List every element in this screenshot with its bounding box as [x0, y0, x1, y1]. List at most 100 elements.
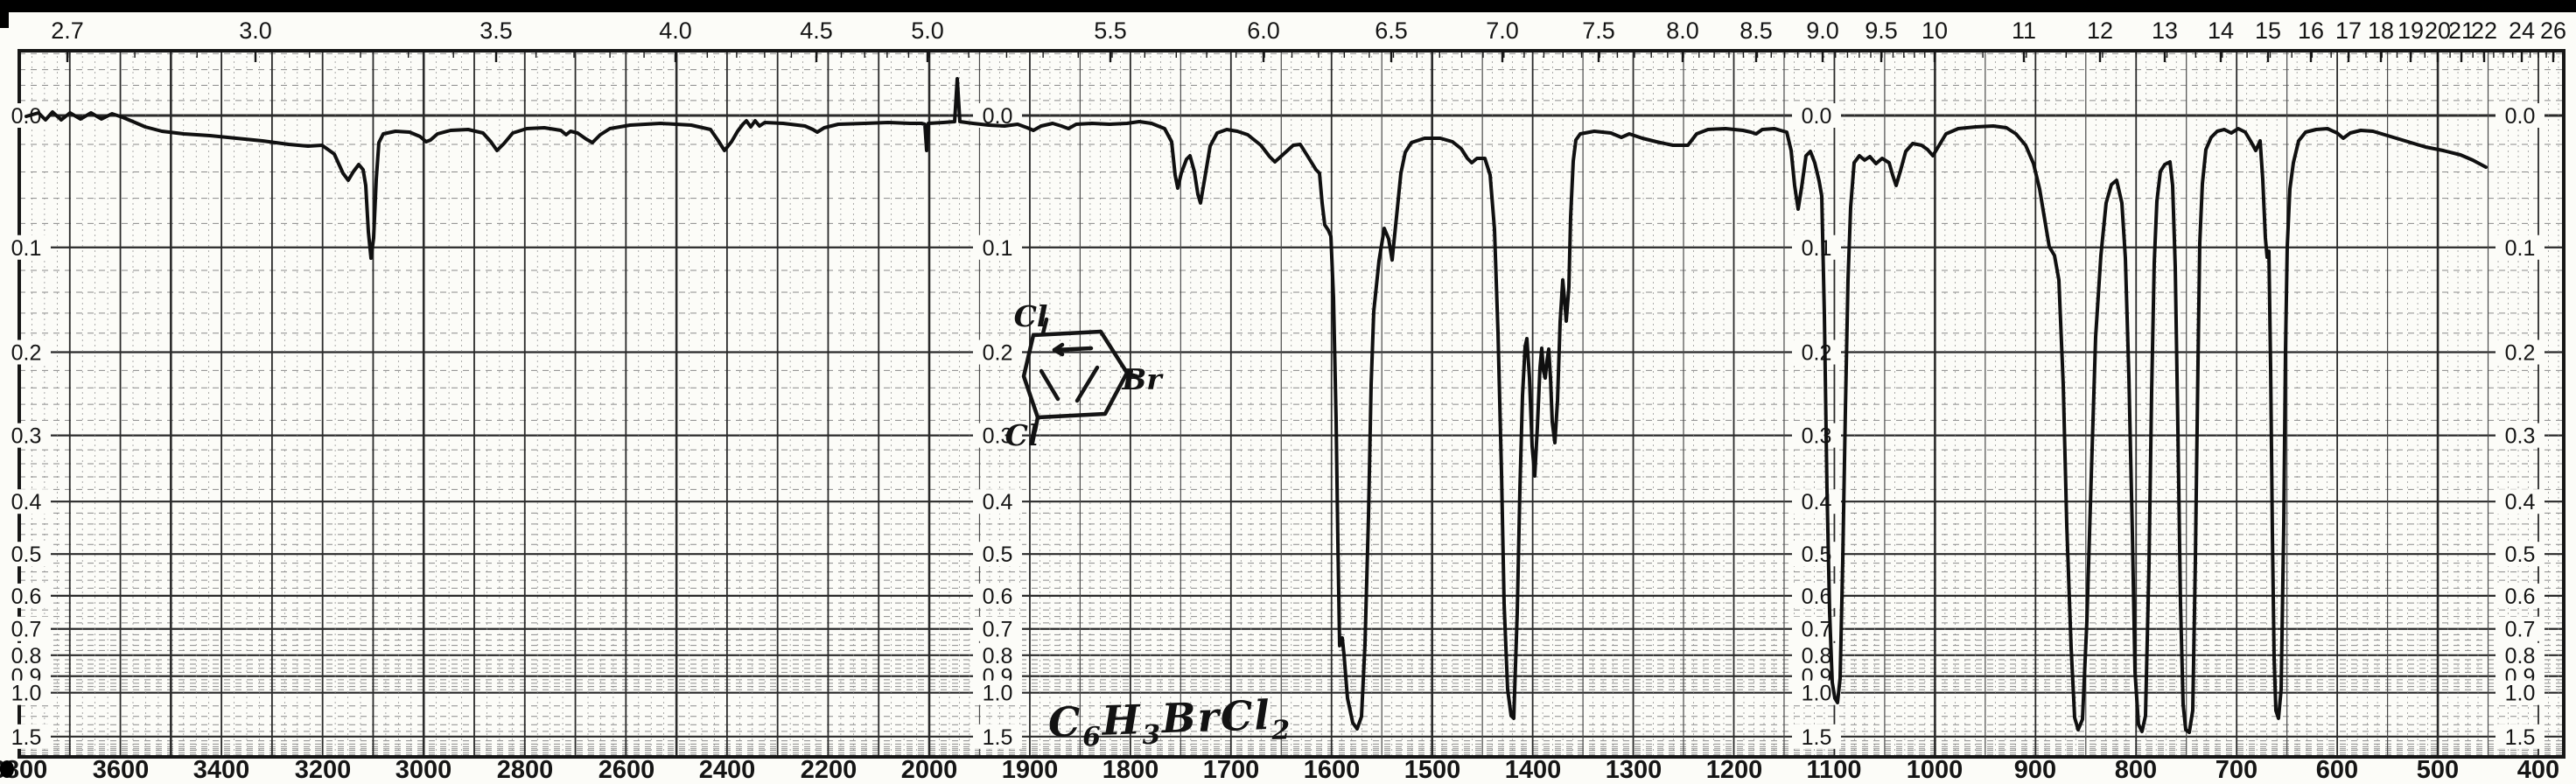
y-axis-label-mask	[973, 340, 1022, 365]
x-axis-top-label: 7.5	[1582, 18, 1615, 44]
y-axis-label-mask	[1792, 724, 1841, 749]
y-axis-label-mask	[2, 616, 51, 641]
y-axis-label-col4: 0.4	[2505, 490, 2536, 514]
x-axis-bottom-label: 3000	[396, 756, 452, 784]
x-axis-bottom-label: 600	[2316, 756, 2358, 784]
y-axis-label-col2: 1.0	[983, 682, 1013, 706]
y-axis-label-col4: 0.5	[2505, 542, 2536, 567]
y-axis-label-col4: 0.7	[2505, 618, 2536, 642]
x-axis-bottom-label: 800	[2115, 756, 2157, 784]
y-axis-label-mask	[1792, 234, 1841, 260]
formula-subscript: 6	[1082, 721, 1103, 753]
x-axis-bottom-label: 2600	[598, 756, 655, 784]
benzene-ring	[1021, 329, 1130, 420]
y-axis-label-mask	[2, 423, 51, 448]
x-axis-bottom-label: 2800	[497, 756, 554, 784]
y-axis-label-col2: 0.6	[983, 584, 1013, 609]
scan-corner-artifact	[0, 0, 9, 28]
x-axis-bottom-label: 1900	[1002, 756, 1059, 784]
y-axis-label-mask	[973, 642, 1022, 668]
x-axis-top-label: 16	[2298, 18, 2324, 44]
x-axis-top-label: 10	[1922, 18, 1948, 44]
y-axis-label-mask	[973, 542, 1022, 567]
y-axis-label-mask	[1792, 583, 1841, 608]
formula-subscript: 2	[1270, 715, 1292, 746]
y-axis-label-col4: 1.5	[2505, 725, 2536, 750]
x-axis-top-label: 4.5	[800, 18, 833, 44]
y-axis-label-mask	[973, 489, 1022, 514]
substituent-label: Br	[1121, 362, 1164, 396]
y-axis-label-col2: 0.5	[983, 542, 1013, 567]
y-axis-label-col2: 0.1	[983, 236, 1013, 261]
y-axis-label-mask	[2496, 724, 2544, 749]
y-axis-label-mask	[2, 583, 51, 608]
spectrum-trace	[24, 77, 2488, 734]
x-axis-top-label: 5.0	[911, 18, 944, 44]
y-axis-label-mask	[973, 583, 1022, 608]
scan-ink-blob	[0, 760, 14, 778]
y-axis-label-col1: 0.2	[11, 341, 42, 366]
x-axis-bottom-label: 700	[2216, 756, 2258, 784]
y-axis-label-mask	[1792, 103, 1841, 128]
y-axis-label-mask	[2, 642, 51, 668]
y-axis-label-col1: 0.1	[11, 236, 42, 261]
y-axis-label-col1: 0.7	[11, 618, 42, 642]
substituent-label: Cl	[1005, 418, 1040, 452]
x-axis-top-label: 6.0	[1247, 18, 1280, 44]
ring-inner-arrow	[1052, 346, 1094, 353]
y-axis-label-mask	[2, 234, 51, 260]
x-axis-bottom-label: 3600	[93, 756, 150, 784]
x-axis-bottom-label: 900	[2014, 756, 2056, 784]
y-axis-label-mask	[2496, 542, 2544, 567]
x-axis-bottom-label: 2200	[801, 756, 858, 784]
y-axis-label-col1: 1.0	[11, 682, 42, 706]
y-axis-label-mask	[2496, 103, 2544, 128]
x-axis-top-label: 18	[2368, 18, 2394, 44]
y-axis-label-mask	[2496, 616, 2544, 641]
formula-subscript: 3	[1141, 719, 1163, 752]
x-axis-top-label: 5.5	[1094, 18, 1127, 44]
x-axis-top-label: 8.0	[1666, 18, 1699, 44]
x-axis-top-label: 26	[2540, 18, 2566, 44]
y-axis-label-col1: 0.3	[11, 424, 42, 449]
y-axis-label-mask	[973, 616, 1022, 641]
y-axis-label-col3: 1.5	[1802, 725, 1832, 750]
y-axis-label-mask	[2, 680, 51, 705]
formula-element: Cl	[1219, 690, 1272, 740]
x-axis-top-label: 14	[2208, 18, 2234, 44]
x-axis-top-label: 22	[2471, 18, 2497, 44]
y-axis-label-col4: 0.3	[2505, 424, 2536, 449]
ring-inner-arrow-head	[1052, 347, 1065, 357]
x-axis-bottom-label: 3200	[295, 756, 352, 784]
x-axis-top-label: 2.7	[51, 18, 84, 44]
substituent-bond	[1040, 317, 1049, 336]
y-axis-label-mask	[2496, 489, 2544, 514]
formula-element: H	[1101, 696, 1143, 745]
y-axis-label-col2: 0.7	[983, 618, 1013, 642]
y-axis-label-mask	[1792, 616, 1841, 641]
x-axis-bottom-label: 1200	[1706, 756, 1763, 784]
y-axis-label-col4: 0.0	[2505, 104, 2536, 129]
y-axis-label-mask	[973, 423, 1022, 448]
y-axis-label-mask	[1792, 542, 1841, 567]
x-axis-top-label: 11	[2012, 18, 2036, 44]
y-axis-label-col4: 0.1	[2505, 236, 2536, 261]
y-axis-label-col3: 0.7	[1802, 618, 1832, 642]
y-axis-label-col3: 0.2	[1802, 341, 1832, 366]
x-axis-top-label: 20	[2425, 18, 2451, 44]
y-axis-label-col3: 1.0	[1802, 682, 1832, 706]
x-axis-top-label: 15	[2255, 18, 2281, 44]
ring-inner-stroke	[1039, 368, 1060, 402]
x-axis-bottom-label: 2000	[901, 756, 958, 784]
x-axis-top-label: 13	[2152, 18, 2178, 44]
y-axis-label-mask	[1792, 340, 1841, 365]
formula-element: C	[1046, 697, 1083, 746]
x-axis-top-label: 9.5	[1865, 18, 1898, 44]
x-axis-top-label: 24	[2509, 18, 2535, 44]
y-axis-label-col1: 0.5	[11, 542, 42, 567]
x-axis-bottom-label: 1300	[1606, 756, 1662, 784]
y-axis-label-mask	[1792, 489, 1841, 514]
y-axis-label-mask	[2, 340, 51, 365]
y-axis-label-col3: 0.0	[1802, 104, 1832, 129]
